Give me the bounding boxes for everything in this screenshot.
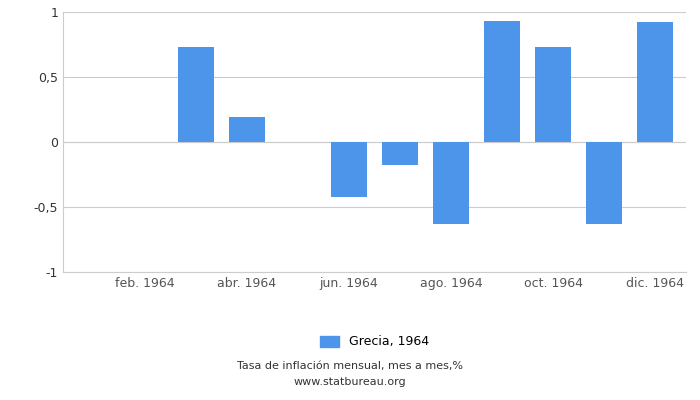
Bar bbox=[178, 47, 214, 142]
Bar bbox=[433, 142, 469, 224]
Bar bbox=[229, 117, 265, 142]
Text: Tasa de inflación mensual, mes a mes,%: Tasa de inflación mensual, mes a mes,% bbox=[237, 361, 463, 371]
Bar bbox=[382, 142, 418, 166]
Bar bbox=[331, 142, 367, 196]
Bar bbox=[484, 21, 520, 142]
Bar bbox=[638, 22, 673, 142]
Text: www.statbureau.org: www.statbureau.org bbox=[294, 377, 406, 387]
Bar bbox=[587, 142, 622, 224]
Bar bbox=[536, 47, 571, 142]
Legend: Grecia, 1964: Grecia, 1964 bbox=[320, 336, 429, 348]
